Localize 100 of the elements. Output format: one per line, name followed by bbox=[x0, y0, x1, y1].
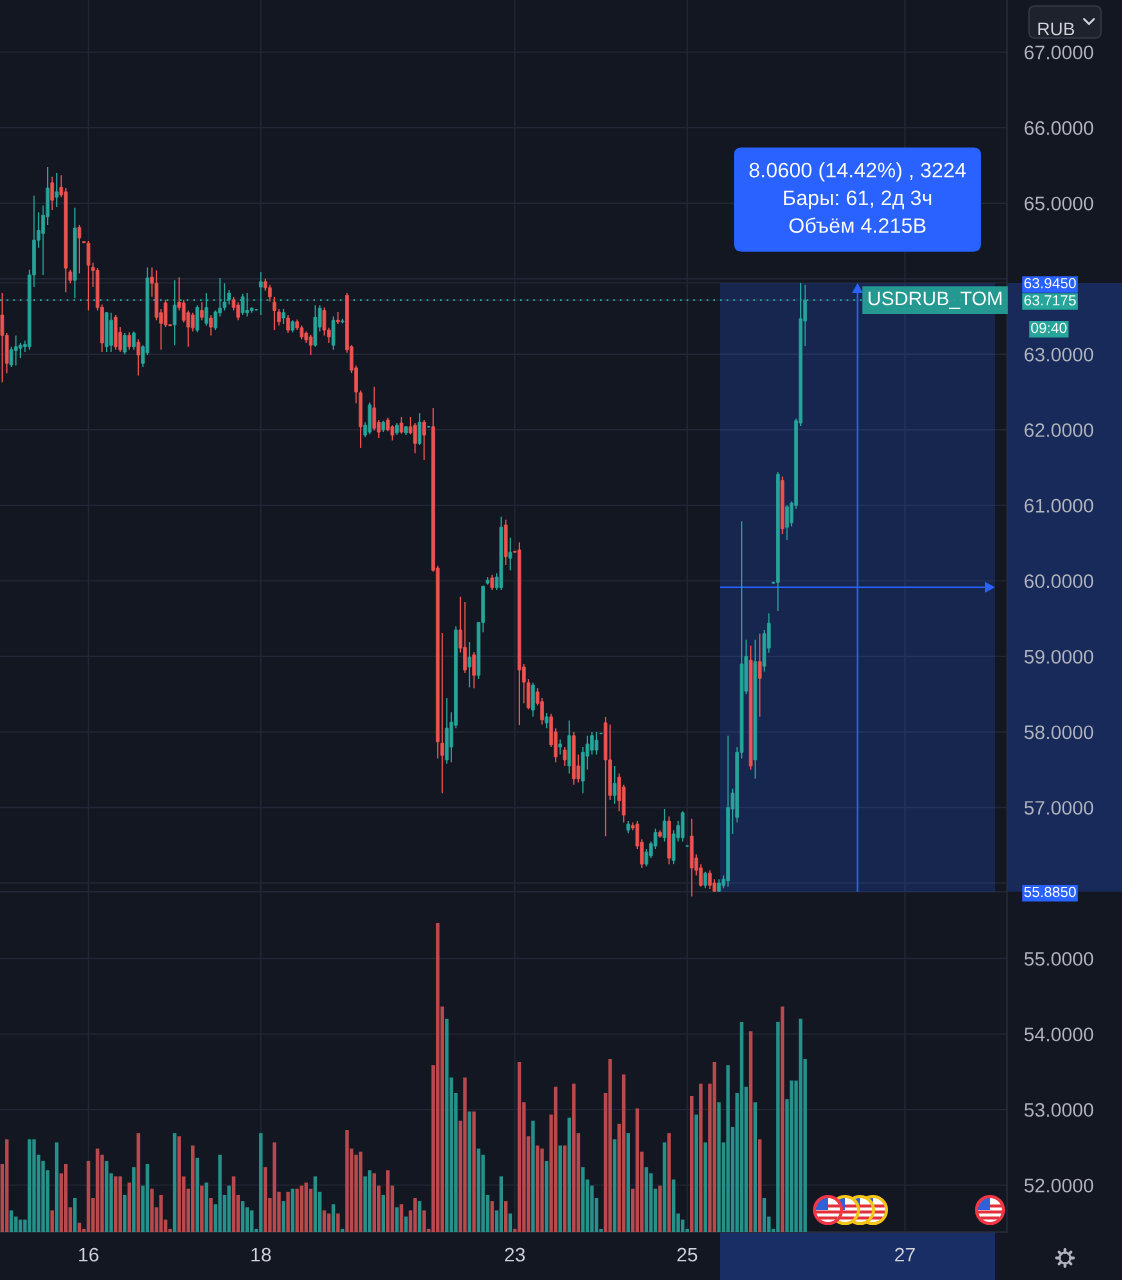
candlestick bbox=[181, 299, 186, 324]
bar bbox=[118, 1176, 122, 1232]
bar bbox=[658, 1185, 662, 1232]
bar bbox=[73, 1198, 77, 1232]
bar bbox=[395, 1207, 399, 1232]
candlestick bbox=[562, 746, 567, 767]
bar bbox=[699, 1083, 703, 1232]
candlestick bbox=[209, 314, 213, 337]
candlestick bbox=[757, 633, 762, 718]
text: 09:40 bbox=[1031, 322, 1067, 334]
bar bbox=[608, 1058, 612, 1232]
bar bbox=[386, 1170, 390, 1232]
y-tick-label: 63.9450 bbox=[1024, 277, 1076, 289]
bar bbox=[313, 1176, 318, 1232]
bar bbox=[572, 1083, 576, 1232]
bar bbox=[540, 1148, 544, 1232]
bar bbox=[177, 1136, 181, 1232]
candlestick bbox=[417, 412, 422, 446]
candlestick bbox=[308, 334, 313, 356]
bar bbox=[159, 1194, 163, 1232]
candlestick bbox=[422, 419, 426, 461]
candlestick bbox=[236, 301, 240, 321]
bar bbox=[50, 1210, 54, 1232]
candlestick bbox=[195, 304, 200, 333]
candlestick bbox=[472, 651, 476, 689]
y-tick-label: 63.7175 bbox=[1024, 295, 1076, 306]
bar bbox=[345, 1130, 349, 1232]
bar bbox=[717, 1102, 721, 1232]
x-tick-label: 25 bbox=[677, 1247, 698, 1262]
candlestick bbox=[594, 731, 599, 756]
x-tick-label: 27 bbox=[895, 1247, 915, 1262]
y-tick-label: 62.0000 bbox=[1024, 423, 1094, 438]
candlestick bbox=[77, 224, 82, 275]
bar bbox=[626, 1133, 631, 1232]
y-tick-label: 63.0000 bbox=[1024, 347, 1094, 362]
bar bbox=[562, 1145, 567, 1232]
candlestick bbox=[86, 240, 91, 312]
bar bbox=[295, 1188, 299, 1232]
candlestick bbox=[54, 172, 59, 208]
candlestick bbox=[222, 282, 227, 312]
bar bbox=[132, 1167, 136, 1232]
bar bbox=[472, 1111, 476, 1232]
y-tick-label: 61.0000 bbox=[1024, 498, 1094, 513]
x-tick-label: 23 bbox=[505, 1247, 525, 1262]
bar bbox=[304, 1182, 308, 1232]
y-tick-label: 55.0000 bbox=[1024, 952, 1094, 966]
bar bbox=[753, 1102, 758, 1232]
y-tick-label: 54.0000 bbox=[1024, 1027, 1094, 1042]
y-tick-label: 55.8850 bbox=[1024, 886, 1076, 898]
ref-line-label: USDRUB_TOM bbox=[868, 291, 1002, 309]
candlestick bbox=[322, 306, 327, 337]
x-tick-label: 18 bbox=[251, 1247, 271, 1262]
candlestick bbox=[612, 765, 617, 805]
candlestick bbox=[122, 332, 127, 355]
bar bbox=[667, 1133, 671, 1232]
bar bbox=[463, 1077, 467, 1232]
bar bbox=[286, 1191, 290, 1232]
candlestick bbox=[200, 301, 204, 321]
candlestick bbox=[50, 176, 54, 211]
bar bbox=[227, 1185, 231, 1232]
y-tick-label: 53.0000 bbox=[1024, 1103, 1094, 1117]
bar bbox=[558, 1145, 562, 1232]
bar bbox=[249, 1210, 254, 1232]
candlestick bbox=[190, 312, 195, 333]
y-tick-label: 65.0000 bbox=[1024, 196, 1094, 211]
candlestick bbox=[336, 311, 340, 325]
bar bbox=[200, 1185, 204, 1232]
bar bbox=[490, 1201, 494, 1232]
y-tick-label: 66.0000 bbox=[1024, 121, 1094, 135]
candlestick bbox=[163, 299, 168, 328]
bar bbox=[413, 1198, 417, 1232]
bar bbox=[122, 1194, 127, 1232]
candlestick bbox=[372, 386, 377, 432]
bar bbox=[726, 1065, 730, 1232]
bar bbox=[499, 1176, 503, 1232]
candlestick bbox=[0, 292, 5, 383]
candlestick bbox=[286, 314, 290, 334]
bar bbox=[445, 1018, 449, 1232]
bar bbox=[422, 1210, 426, 1232]
y-tick-label: 58.0000 bbox=[1024, 725, 1094, 740]
y-tick-label: 67.0000 bbox=[1024, 45, 1094, 60]
bar bbox=[758, 1139, 762, 1232]
bar bbox=[689, 1096, 694, 1232]
candlestick bbox=[245, 292, 250, 318]
bar bbox=[504, 1201, 508, 1232]
bar bbox=[327, 1213, 331, 1232]
candlestick bbox=[440, 632, 445, 794]
candlestick bbox=[136, 338, 141, 377]
y-tick-label: 59.0000 bbox=[1024, 649, 1094, 664]
y-tick-label: 57.0000 bbox=[1024, 800, 1094, 815]
bar bbox=[336, 1213, 340, 1232]
band-label: 8.0600 (14.42%) , 3224 Бары: 61, 2д 3ч Объём 4.215B bbox=[749, 162, 966, 233]
x-tick-label: 16 bbox=[79, 1247, 99, 1262]
candlestick bbox=[9, 346, 14, 368]
bar bbox=[218, 1154, 222, 1232]
bar bbox=[209, 1198, 213, 1232]
bar bbox=[531, 1120, 535, 1232]
bar bbox=[581, 1167, 585, 1232]
bar bbox=[259, 1133, 263, 1232]
bar bbox=[776, 1021, 780, 1232]
